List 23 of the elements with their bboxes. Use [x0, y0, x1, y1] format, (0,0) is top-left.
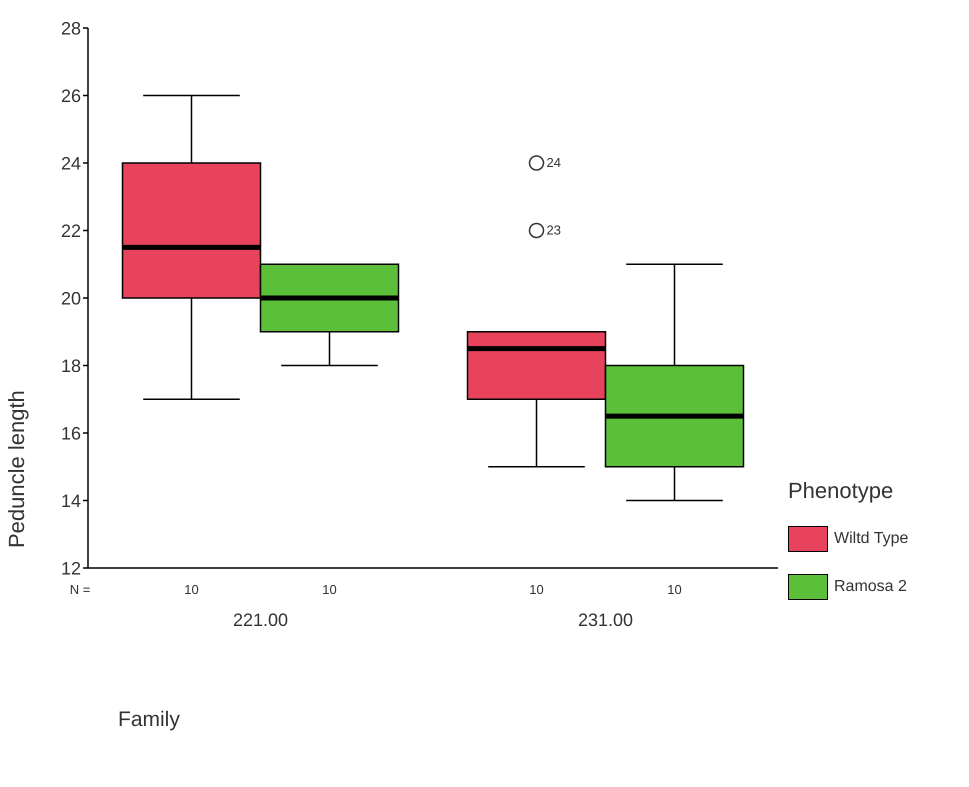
x-tick-label: 231.00	[578, 610, 634, 630]
legend-title: Phenotype	[788, 478, 894, 504]
text: 10	[667, 582, 682, 597]
y-tick-label: 16	[60, 423, 81, 444]
text: 10	[184, 582, 199, 597]
text: N =	[70, 582, 90, 597]
y-tick-label: 12	[60, 558, 81, 578]
legend-label: Ramosa 2	[834, 578, 907, 596]
y-tick-label: 18	[60, 356, 81, 376]
legend-label: Wiltd Type	[834, 530, 908, 548]
y-axis-title: Peduncle length	[4, 390, 29, 548]
y-tick-label: 14	[60, 490, 81, 511]
annotation: 24	[546, 155, 561, 170]
y-tick-label: 28	[60, 18, 81, 38]
x-axis-title: Family	[118, 708, 180, 732]
annotation: 23	[546, 222, 561, 238]
text: 10	[529, 582, 544, 597]
text: 10	[322, 582, 337, 597]
y-tick-label: 20	[60, 288, 81, 308]
y-tick-label: 22	[60, 220, 81, 241]
x-tick-label: 221.00	[232, 610, 288, 630]
y-tick-label: 26	[60, 86, 81, 106]
y-tick-label: 24	[60, 153, 81, 174]
